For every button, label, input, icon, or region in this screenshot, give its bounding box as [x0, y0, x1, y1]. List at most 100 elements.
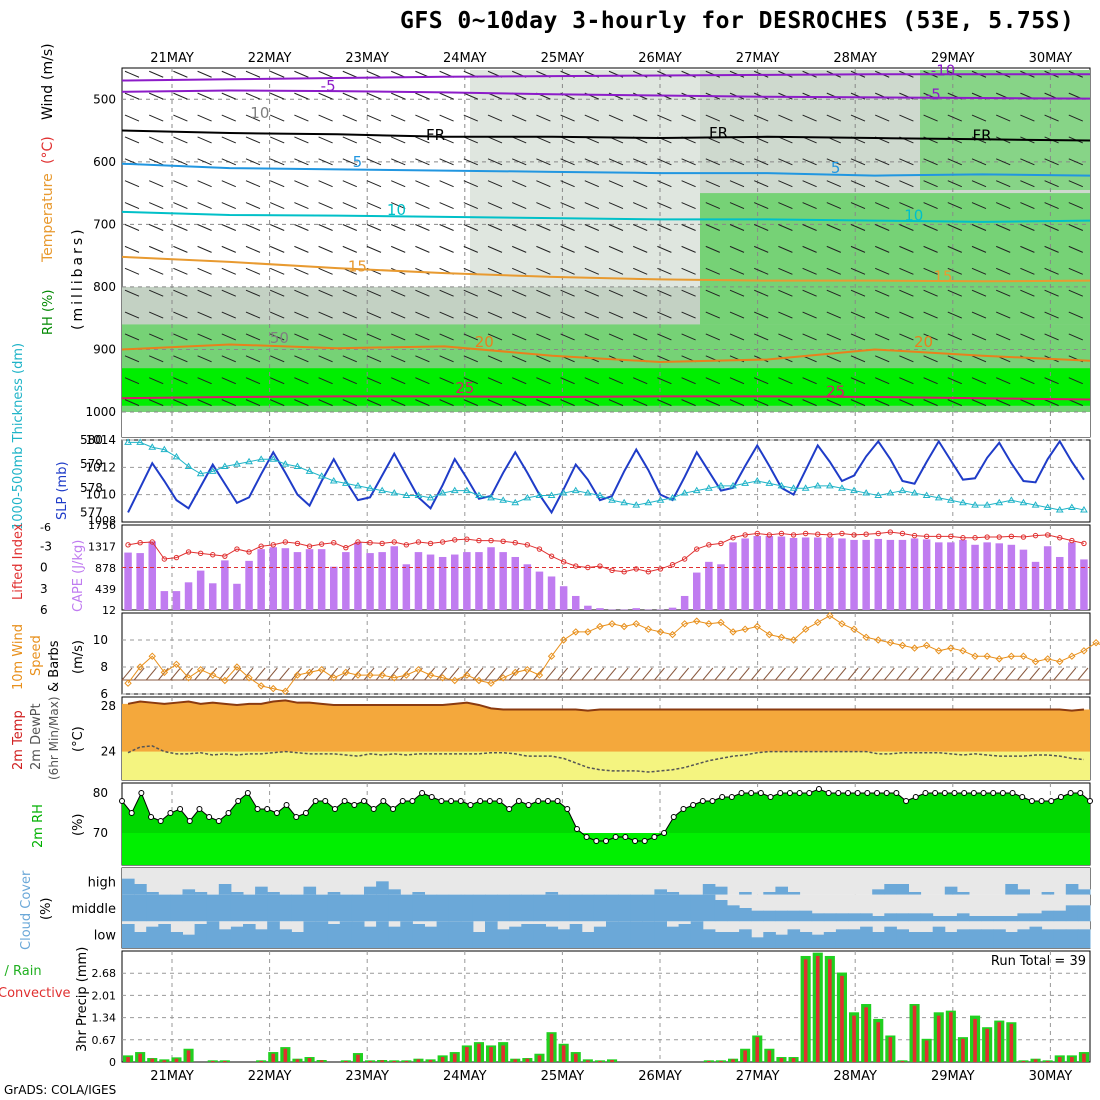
wind-barb	[705, 245, 720, 253]
wind-barb	[294, 158, 309, 166]
rh-point	[235, 798, 242, 804]
wind-barb	[124, 311, 140, 319]
cloud-bar	[1017, 929, 1030, 948]
wind-barb	[923, 158, 938, 166]
isotherm-line	[121, 343, 1091, 363]
wind-barb	[487, 180, 503, 188]
wind-barb	[705, 399, 720, 407]
wind-barb	[850, 311, 866, 319]
wind-barb	[1020, 180, 1035, 188]
thickness-point	[402, 491, 411, 498]
dewpoint-axis-label: 2m DewPt	[29, 703, 44, 770]
cloud-bar	[848, 913, 861, 922]
cape-tick-label: 1317	[88, 540, 116, 553]
cape-bar	[124, 552, 132, 610]
rh-point	[641, 838, 648, 844]
wind-barb	[270, 180, 285, 188]
lifted-point	[161, 556, 168, 562]
chart-title: GFS 0~10day 3-hourly for DESROCHES (53E,…	[400, 8, 1075, 34]
precip-conv-bar	[1009, 1023, 1014, 1062]
wind-barb	[487, 114, 503, 122]
precip-conv-bar	[319, 1060, 324, 1062]
wind-barb	[173, 114, 188, 122]
contour-label: -5	[926, 85, 941, 103]
lifted-point	[681, 556, 688, 562]
wind-barb	[245, 245, 261, 253]
wind-point	[535, 671, 544, 679]
cloud-bar	[593, 894, 607, 922]
wind-barb	[342, 136, 357, 144]
cloud-bar	[896, 929, 909, 948]
cloud-bar	[376, 894, 389, 922]
wind-barb	[883, 667, 895, 681]
cloud-bar	[291, 894, 304, 922]
wind-barb	[754, 180, 769, 188]
precip-conv-bar	[924, 1040, 929, 1062]
thickness-point	[233, 460, 241, 467]
upper-air-panel: 500 600 700 800 900 1000 -10 -5 -5 FR FR FR 5 5 10 10 15…	[40, 43, 1091, 438]
wind-barb	[366, 92, 382, 100]
wind-point	[305, 668, 314, 677]
cape-bar	[680, 595, 689, 610]
wind-point	[136, 663, 144, 671]
cloud-bar	[351, 921, 365, 948]
wind-point	[438, 674, 447, 682]
wind-barb	[270, 399, 285, 407]
cloud-bar	[654, 889, 667, 895]
wind-point	[148, 652, 156, 660]
lifted-point	[911, 532, 918, 539]
cape-bar	[317, 549, 326, 610]
thickness-point	[789, 484, 798, 491]
thickness-point	[172, 452, 181, 460]
precip-tick-label: 1.34	[92, 1012, 117, 1025]
cloud-bar	[388, 894, 401, 922]
cloud-bar	[569, 924, 583, 948]
minmax-axis-label: (6hr Min/Max)	[47, 697, 61, 781]
wind-barb	[366, 289, 382, 297]
lifted-point	[790, 532, 797, 538]
cape-bar	[342, 552, 350, 610]
wind-point	[269, 684, 277, 693]
cloud-bar	[666, 926, 680, 948]
cloud-bar	[267, 894, 280, 922]
wind-barb	[415, 180, 430, 188]
wind-barb	[657, 289, 672, 297]
wind-barb	[705, 180, 720, 188]
wind-barb	[221, 158, 236, 166]
lifted-point	[923, 533, 930, 540]
wind-barb	[971, 158, 987, 166]
wind-barb	[560, 333, 575, 341]
thickness-point	[644, 498, 653, 506]
wind-barb	[391, 92, 406, 100]
wind-barb	[399, 667, 411, 681]
wind-barb	[584, 377, 599, 385]
cape-bar	[1043, 546, 1052, 610]
cape-bar	[547, 576, 556, 610]
wind-barb	[850, 289, 866, 297]
wind-barb	[391, 245, 406, 253]
cloud-bar	[170, 894, 183, 922]
wind-barb	[294, 180, 309, 188]
cloud-bar	[618, 921, 631, 948]
wind-barb	[657, 333, 672, 341]
wind-barb	[681, 245, 696, 253]
wind-barb	[245, 202, 261, 210]
wind-point	[608, 620, 616, 628]
cape-bar	[850, 539, 858, 610]
rh-point	[825, 790, 832, 796]
wind-barb	[681, 399, 696, 407]
cloud-band-bg	[122, 868, 1090, 895]
rh-point	[661, 830, 668, 836]
wind-barb	[463, 311, 478, 319]
wind-point	[765, 630, 774, 639]
wind-barb	[850, 355, 866, 363]
wind-barb	[968, 667, 980, 681]
wind-point	[693, 617, 701, 625]
wind-barb	[463, 224, 478, 231]
rh-point	[786, 790, 793, 796]
wind-barb	[899, 267, 914, 275]
wind-barb	[996, 180, 1011, 188]
lifted-point	[343, 544, 349, 551]
wind-point	[317, 665, 326, 674]
wind-barb	[342, 92, 357, 100]
